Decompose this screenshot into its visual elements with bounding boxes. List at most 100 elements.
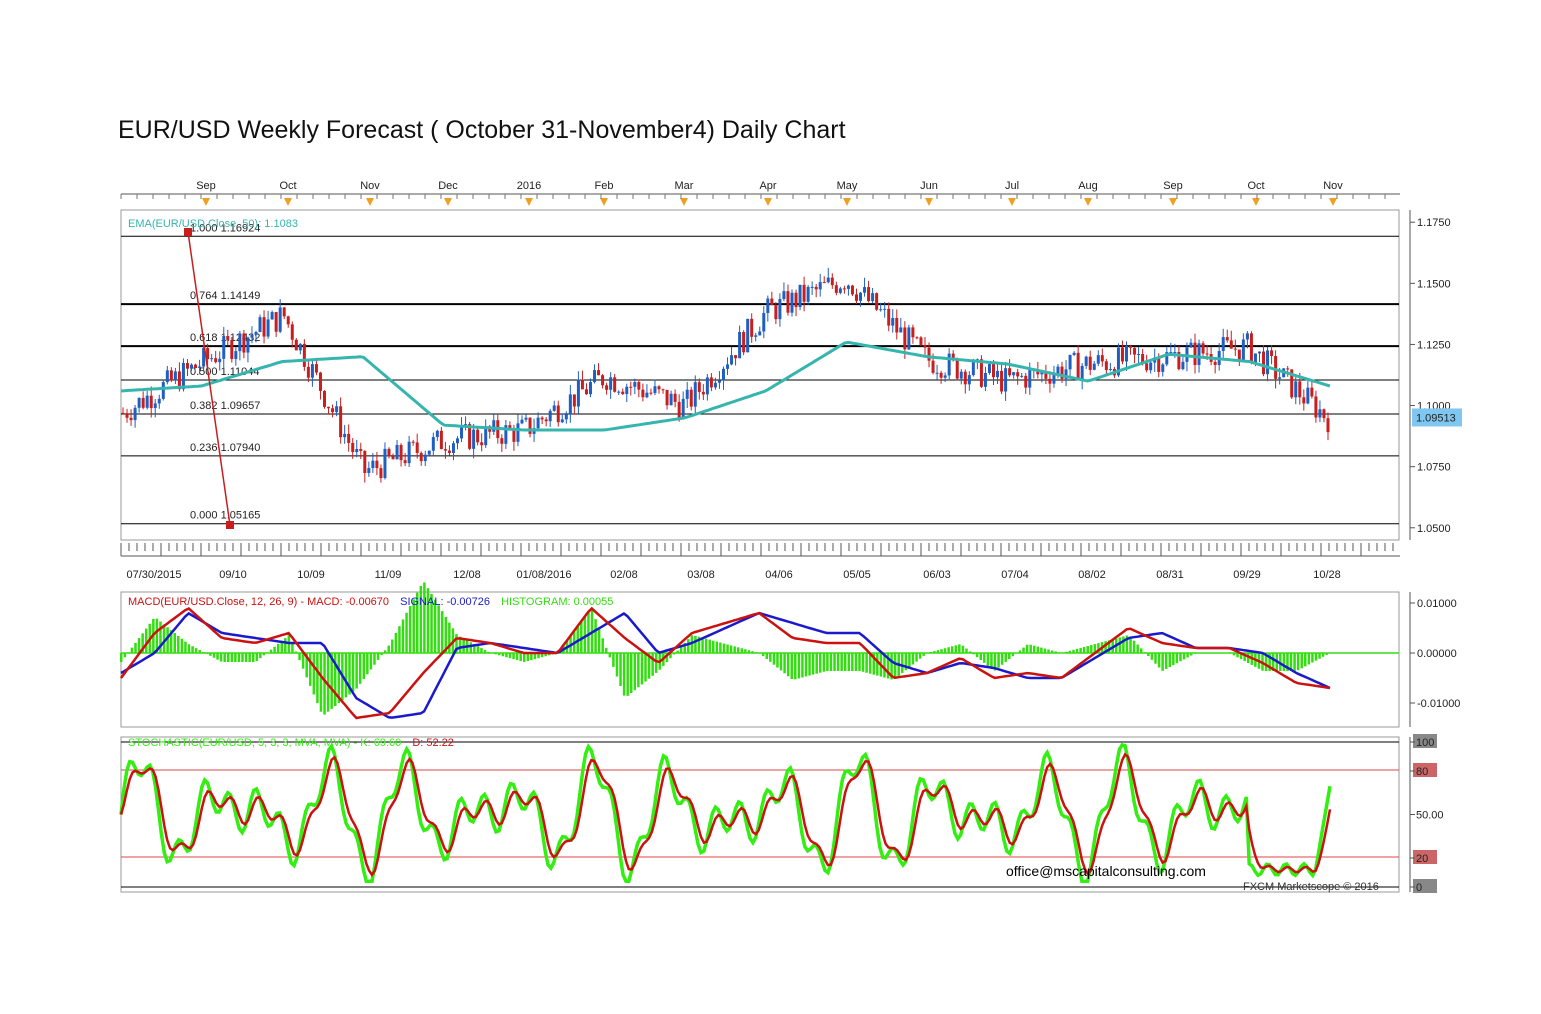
ema-line [120,340,1331,432]
candle-body [234,351,238,360]
histogram-bar [883,653,886,678]
histogram-bar [797,653,801,679]
histogram-bar [412,599,415,653]
histogram-bar [612,653,615,667]
histogram-bar [1075,648,1079,653]
candle-body [500,438,504,444]
candle-body [705,377,709,395]
candle-body [790,292,794,313]
histogram-bar [847,653,851,671]
candle-body [149,395,153,409]
fib-label: 0.000 1.05165 [190,510,260,522]
histogram-bar [708,639,711,653]
candle-body [665,389,669,406]
candle-body [1012,372,1016,376]
candle-body [1080,365,1084,381]
histogram-bar [626,653,629,696]
stoch-ytick-label: 20 [1416,853,1428,865]
price-ytick-label: 1.0500 [1417,523,1451,535]
histogram-bar [530,653,533,661]
histogram-bar [269,649,273,653]
histogram-bar [637,653,640,688]
candle-body [540,417,544,420]
candle-body [734,355,738,359]
candle-body [161,382,165,399]
candle-body [1104,361,1108,371]
candle-body [927,347,931,361]
month-label: May [837,180,858,192]
histogram-bar [776,653,779,668]
copyright-text: FXCM Marketscope © 2016 [1243,881,1379,893]
candle-body [165,370,169,383]
candle-body [721,368,725,381]
candle-body [709,377,713,388]
histogram-bar [922,653,925,656]
candle-body [476,429,480,443]
histogram-bar [950,646,954,653]
candle-body [770,298,774,306]
candle-body [979,359,983,387]
date-label: 08/02 [1078,569,1106,581]
candle-body [399,445,403,461]
histogram-bar [1329,653,1332,654]
histogram-bar [651,653,654,676]
histogram-bar [483,649,487,653]
histogram-bar [309,653,312,686]
candle-body [314,364,318,373]
candle-body [226,336,230,341]
histogram-bar [1168,653,1172,668]
histogram-bar [1011,653,1015,657]
candle-body [657,386,661,390]
fib-swing-line [184,228,234,529]
candle-body [629,386,633,388]
histogram-bar [1047,649,1050,653]
candle-body [842,288,846,290]
macd-ytick-label: -0.01000 [1417,698,1460,710]
histogram-bar [433,599,437,653]
candle-body [564,414,568,420]
candle-body [758,331,762,336]
candle-body [1052,373,1056,384]
candle-body [693,382,697,407]
histogram-bar [440,611,444,653]
histogram-bar [1207,653,1211,654]
histogram-bar [918,653,922,659]
candle-body [1116,347,1120,376]
candle-body [1036,369,1040,375]
candle-body [379,468,383,479]
histogram-bar [458,636,462,653]
histogram-bar [1179,653,1182,662]
histogram-bar [244,653,248,662]
candle-body [810,286,814,288]
candle-body [1266,350,1270,375]
stoch-label: STOCHASTIC(EUR/USD, 5, 3, 3, MVA, MVA) -… [128,737,454,749]
candle-body [1197,343,1201,365]
histogram-bar [801,653,804,678]
candle-body [613,377,617,392]
histogram-bar [512,653,515,660]
price-ytick-label: 1.1750 [1417,217,1451,229]
histogram-bar [968,651,972,653]
candle-body [1060,366,1064,379]
candle-body [951,353,955,359]
candle-body [818,282,822,290]
histogram-bar [908,653,911,668]
histogram-bar [248,653,251,662]
candle-body [548,410,552,422]
stoch-d-value: D: 52.22 [412,737,454,749]
candle-body [278,307,282,332]
candle-body [1084,356,1088,366]
histogram-bar [141,633,144,653]
candle-body [1302,397,1306,404]
histogram-bar [134,642,137,653]
month-label: Sep [1163,180,1183,192]
candle-body [1145,363,1149,371]
candle-body [133,407,137,421]
candle-body [254,332,258,335]
stoch-level-badge [1413,763,1437,777]
histogram-bar [819,653,822,673]
histogram-bar [687,639,690,653]
histogram-bar [1143,652,1147,653]
month-marker [600,198,608,206]
histogram-bar [1225,653,1229,654]
